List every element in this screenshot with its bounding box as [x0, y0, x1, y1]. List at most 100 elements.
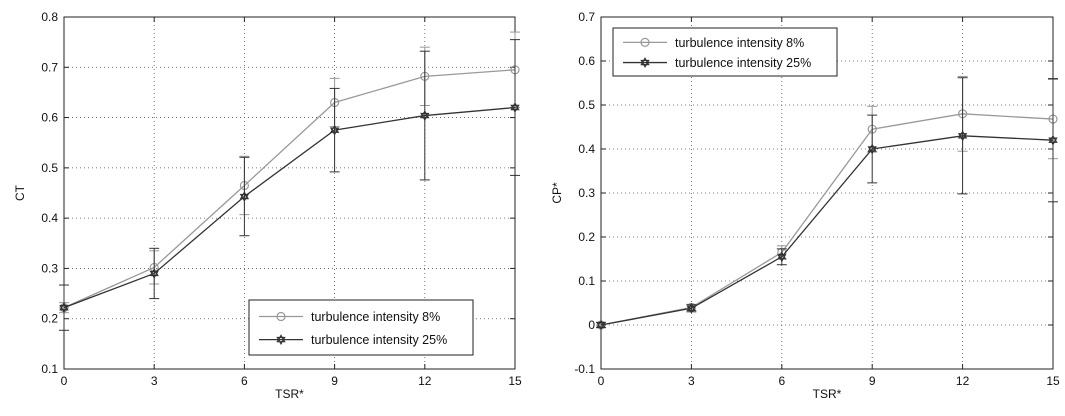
- legend-marker-down-triangle: [640, 59, 650, 68]
- error-bar: [957, 77, 968, 195]
- legend-marker-up-triangle: [276, 334, 286, 343]
- legend-entry-2: turbulence intensity 25%: [259, 333, 447, 347]
- x-axis-label: TSR*: [275, 387, 304, 401]
- series-line: [63, 69, 516, 309]
- data-point-down-triangle: [1048, 137, 1058, 146]
- data-point: [149, 268, 159, 279]
- y-tick-label: 0.5: [578, 98, 595, 112]
- data-point-down-triangle: [149, 270, 159, 279]
- data-point-up-triangle: [686, 302, 697, 311]
- error-bar: [867, 114, 878, 184]
- data-point-down-triangle: [867, 146, 877, 155]
- x-tick-label: 12: [956, 374, 970, 388]
- data-point-down-triangle: [686, 305, 697, 314]
- x-tick-label: 9: [869, 374, 876, 388]
- y-tick-label: 0.6: [41, 111, 58, 125]
- legend-box: [248, 299, 474, 356]
- x-tick-label: 6: [778, 374, 785, 388]
- data-point-down-triangle: [329, 127, 340, 136]
- data-point-up-triangle: [957, 130, 968, 139]
- x-tick-label: 0: [598, 374, 605, 388]
- error-bar: [329, 87, 340, 173]
- legend-entry-1: turbulence intensity 8%: [259, 310, 440, 324]
- legend: turbulence intensity 8% turbulence intens…: [248, 299, 474, 356]
- data-point-down-triangle: [510, 104, 520, 113]
- error-bar: [149, 247, 160, 300]
- legend-label: turbulence intensity 8%: [311, 310, 440, 324]
- data-point-up-triangle: [329, 124, 340, 133]
- data-point-up-triangle: [596, 319, 606, 328]
- x-tick-label: 3: [151, 374, 158, 388]
- data-point: [420, 110, 430, 121]
- legend-marker-up-triangle: [640, 57, 650, 66]
- x-tick-label: 0: [61, 374, 68, 388]
- y-tick-label: 0.3: [41, 261, 58, 275]
- error-bar: [419, 50, 430, 181]
- y-tick-label: 0.3: [578, 186, 595, 200]
- legend-marker: [640, 57, 650, 68]
- legend-marker-down-triangle: [276, 336, 286, 345]
- data-point: [867, 143, 877, 155]
- chart-1: 0 3 6 9 12 15 0.1 0.2 0.3 0.4 0.5 0.6 0.7 0.8 TSR* CT tu…: [13, 10, 522, 401]
- y-tick-label: 0.2: [41, 312, 58, 326]
- data-point: [510, 102, 520, 113]
- x-axis-label: TSR*: [813, 387, 842, 401]
- x-tick-label: 15: [1046, 374, 1060, 388]
- x-tick-label: 6: [241, 374, 248, 388]
- x-tick-label: 15: [508, 374, 522, 388]
- x-ticks: 0 3 6 9 12 15: [598, 17, 1060, 388]
- data-point-up-triangle: [1048, 134, 1058, 143]
- y-tick-label: -0.1: [574, 362, 595, 376]
- data-point-down-triangle: [420, 112, 430, 121]
- x-ticks: 0 3 6 9 12 15: [61, 17, 522, 388]
- y-ticks: -0.1 0 0.1 0.2 0.3 0.4 0.5 0.6 0.7: [574, 10, 1053, 376]
- data-point-down-triangle: [957, 133, 968, 142]
- y-tick-label: 0.1: [578, 274, 595, 288]
- legend-marker: [276, 334, 286, 345]
- data-point-down-triangle: [59, 304, 69, 314]
- data-point-up-triangle: [239, 191, 250, 200]
- data-point: [777, 251, 787, 263]
- data-point-up-triangle: [777, 251, 787, 260]
- y-tick-label: 0.4: [41, 211, 58, 225]
- series-line: [600, 135, 1054, 326]
- data-point: [957, 130, 968, 142]
- y-axis-label: CT: [13, 184, 27, 201]
- y-ticks: 0.1 0.2 0.3 0.4 0.5 0.6 0.7 0.8: [41, 10, 515, 376]
- data-point-up-triangle: [867, 143, 877, 152]
- error-bar: [59, 284, 69, 331]
- data-point: [59, 302, 69, 314]
- data-point: [239, 191, 250, 202]
- series-2: [59, 39, 520, 331]
- legend-label: turbulence intensity 8%: [675, 36, 804, 50]
- data-point: [1048, 134, 1058, 146]
- data-point-down-triangle: [596, 322, 606, 331]
- data-point-down-triangle: [239, 193, 250, 202]
- legend-marker: [640, 37, 650, 48]
- error-bar: [510, 39, 520, 176]
- x-tick-label: 12: [418, 374, 432, 388]
- x-tick-label: 9: [331, 374, 338, 388]
- y-tick-label: 0.4: [578, 142, 595, 156]
- error-bar: [239, 156, 250, 237]
- data-point: [596, 319, 606, 331]
- legend-marker: [276, 311, 286, 322]
- y-tick-label: 0.2: [578, 230, 595, 244]
- y-axis-label: CP*: [550, 182, 564, 204]
- legend: turbulence intensity 8% turbulence intens…: [612, 27, 838, 77]
- y-tick-label: 0.1: [41, 362, 58, 376]
- chart-2: 0 3 6 9 12 15-0.100.10.20.30.40.50.60.7TSR*CP…: [550, 10, 1060, 401]
- data-point: [686, 302, 697, 314]
- series-line: [63, 106, 516, 309]
- y-tick-label: 0.6: [578, 54, 595, 68]
- data-point-up-triangle: [420, 110, 430, 119]
- data-point-up-triangle: [510, 102, 520, 111]
- data-point: [329, 124, 340, 136]
- y-tick-label: 0.8: [41, 10, 58, 24]
- legend-label: turbulence intensity 25%: [311, 333, 447, 347]
- y-tick-label: 0.7: [41, 60, 58, 74]
- y-tick-label: 0: [588, 318, 595, 332]
- data-point-up-triangle: [149, 268, 159, 277]
- y-tick-label: 0.5: [41, 161, 58, 175]
